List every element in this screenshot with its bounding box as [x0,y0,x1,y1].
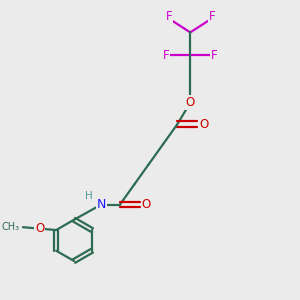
Text: O: O [186,96,195,109]
Text: F: F [211,49,218,62]
Text: CH₃: CH₃ [1,222,20,232]
Text: F: F [165,10,172,23]
Text: O: O [199,118,208,131]
Text: H: H [85,191,93,201]
Text: F: F [208,10,215,23]
Text: N: N [97,198,106,211]
Text: O: O [35,222,44,235]
Text: O: O [142,198,151,211]
Text: F: F [163,49,169,62]
